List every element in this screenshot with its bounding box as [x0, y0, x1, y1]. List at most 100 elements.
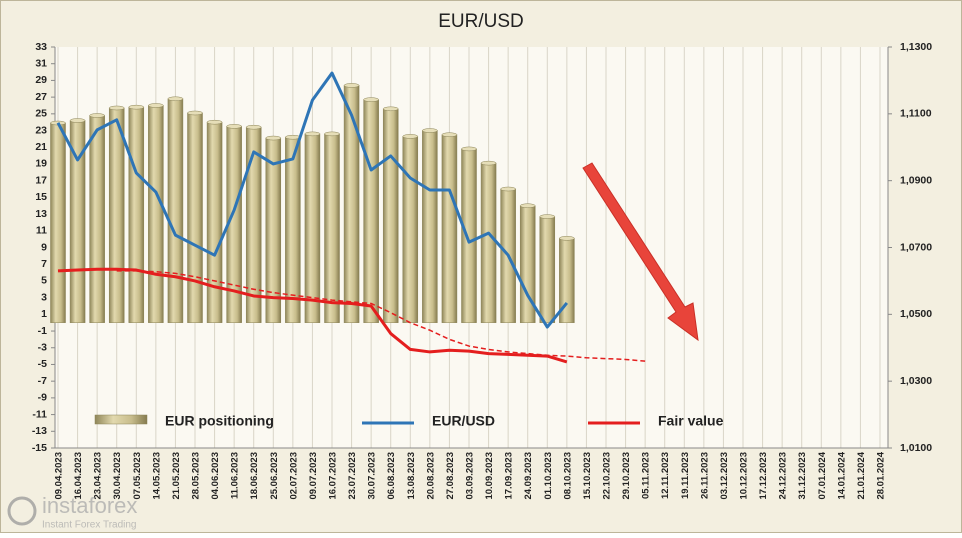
y2-tick-label: 1,1100 — [900, 108, 932, 120]
x-tick-label: 18.06.2023 — [249, 452, 260, 500]
legend-swatch — [94, 414, 148, 425]
brand: instaforex — [42, 493, 137, 518]
y-tick-label: 9 — [41, 241, 47, 253]
y-tick-label: 25 — [35, 108, 47, 120]
bar-cap — [324, 131, 340, 137]
bar — [324, 133, 340, 323]
y2-tick-label: 1,0900 — [900, 174, 932, 186]
bar — [50, 122, 66, 323]
x-tick-label: 03.09.2023 — [465, 452, 476, 500]
bar-cap — [108, 105, 125, 111]
y-tick-label: -5 — [38, 358, 47, 370]
y2-tick-label: 1,0300 — [900, 375, 932, 387]
y-tick-label: 23 — [35, 124, 47, 136]
bar — [480, 162, 497, 323]
legend-label: EUR positioning — [165, 413, 274, 429]
bar-cap — [245, 124, 262, 130]
x-tick-label: 27.08.2023 — [445, 452, 456, 500]
x-tick-label: 10.12.2023 — [739, 452, 750, 500]
x-tick-label: 10.09.2023 — [484, 452, 495, 500]
bar-cap — [480, 160, 497, 166]
x-tick-label: 22.10.2023 — [602, 452, 613, 500]
x-tick-label: 23.07.2023 — [347, 452, 358, 500]
bar — [363, 99, 379, 323]
bar — [206, 121, 223, 323]
x-tick-label: 07.01.2024 — [817, 451, 828, 499]
y-tick-label: -11 — [32, 408, 47, 420]
x-tick-label: 09.04.2023 — [54, 452, 65, 500]
x-tick-label: 17.12.2023 — [758, 452, 769, 500]
y-tick-label: 31 — [35, 57, 47, 69]
bar-cap — [226, 124, 242, 129]
x-tick-label: 01.10.2023 — [543, 452, 554, 500]
x-tick-label: 31.12.2023 — [797, 452, 808, 500]
bar — [461, 148, 477, 323]
x-tick-label: 11.06.2023 — [230, 452, 241, 499]
bar-cap — [265, 135, 282, 141]
y-tick-label: 7 — [41, 258, 47, 270]
bar — [402, 136, 419, 323]
bar-cap — [89, 113, 105, 118]
bar — [343, 85, 360, 323]
x-tick-label: 14.05.2023 — [151, 452, 162, 500]
x-tick-label: 28.01.2024 — [876, 451, 887, 499]
x-tick-label: 24.09.2023 — [523, 452, 534, 500]
bar-cap — [128, 104, 145, 110]
bar — [304, 133, 321, 323]
y-tick-label: 15 — [35, 191, 47, 203]
bar — [422, 130, 438, 323]
bar — [441, 134, 458, 323]
y2-tick-label: 1,0500 — [900, 308, 932, 320]
bar — [539, 216, 556, 323]
bar-cap — [343, 83, 360, 88]
legend-label: EUR/USD — [432, 413, 495, 429]
bar-cap — [519, 203, 536, 208]
x-tick-label: 24.12.2023 — [778, 452, 789, 500]
bar-cap — [422, 128, 438, 133]
y-tick-label: -15 — [32, 442, 47, 454]
x-tick-label: 09.07.2023 — [308, 452, 319, 500]
bar-cap — [167, 96, 184, 102]
x-tick-label: 21.01.2024 — [856, 451, 867, 499]
y2-tick-label: 1,0100 — [900, 442, 932, 454]
x-tick-label: 21.05.2023 — [171, 452, 182, 500]
y-tick-label: 13 — [35, 208, 47, 220]
x-tick-label: 17.09.2023 — [504, 452, 515, 500]
y2-tick-label: 1,1300 — [900, 41, 932, 53]
y-tick-label: 21 — [35, 141, 47, 153]
x-tick-label: 05.11.2023 — [641, 452, 652, 499]
y-tick-label: -3 — [38, 342, 47, 354]
bar-cap — [206, 119, 223, 125]
bar-cap — [69, 118, 86, 123]
y-tick-label: 3 — [41, 291, 47, 303]
y2-tick-label: 1,0700 — [900, 241, 932, 253]
x-tick-label: 30.04.2023 — [112, 452, 123, 500]
bar — [108, 107, 125, 323]
bar — [382, 108, 399, 323]
x-tick-label: 30.07.2023 — [367, 452, 378, 500]
x-tick-label: 28.05.2023 — [191, 452, 202, 500]
y-tick-label: -13 — [32, 425, 47, 437]
x-tick-label: 25.06.2023 — [269, 452, 280, 500]
x-tick-label: 29.10.2023 — [621, 452, 632, 500]
x-tick-label: 20.08.2023 — [425, 452, 436, 500]
x-tick-label: 16.04.2023 — [73, 452, 84, 500]
bar — [89, 115, 105, 323]
plot: 09.04.2023 16.04.2023 23.04.2023 30.04.2023… — [32, 41, 932, 500]
line-series — [116, 270, 646, 362]
bar-cap — [441, 132, 458, 137]
trend-arrow — [582, 162, 699, 342]
bar — [128, 106, 145, 323]
y-tick-label: 27 — [35, 91, 47, 103]
bar-cap — [363, 97, 379, 102]
y-tick-label: 17 — [35, 174, 47, 186]
bar-cap — [382, 106, 399, 112]
bar-cap — [539, 214, 556, 219]
logo-icon — [7, 496, 37, 526]
bar-cap — [187, 110, 203, 116]
x-tick-label: 15.10.2023 — [582, 452, 593, 500]
x-tick-label: 06.08.2023 — [386, 452, 397, 500]
x-tick-label: 26.11.2023 — [699, 452, 710, 499]
